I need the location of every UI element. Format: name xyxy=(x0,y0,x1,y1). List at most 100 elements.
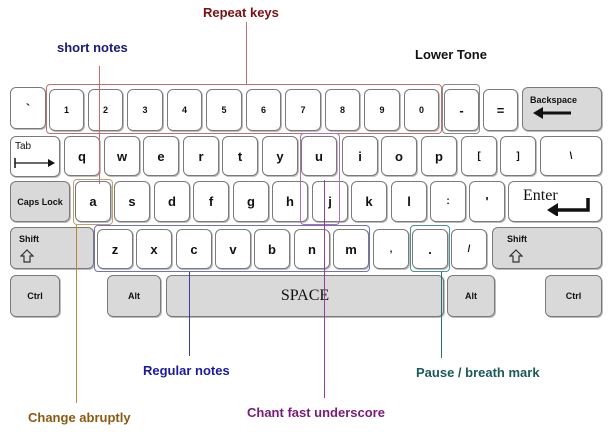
key-r[interactable]: r xyxy=(183,136,219,176)
key-f[interactable]: f xyxy=(193,181,229,222)
key-label: h xyxy=(286,194,294,209)
label-pause-breath-mark: Pause / breath mark xyxy=(416,365,540,380)
key-label: Caps Lock xyxy=(17,196,63,207)
key-alt-left[interactable]: Alt xyxy=(107,275,161,317)
key-label: ' xyxy=(485,194,489,209)
key-close-bracket[interactable]: ] xyxy=(500,136,536,176)
key-period[interactable]: . xyxy=(412,229,448,269)
key-label: n xyxy=(308,241,316,257)
key-comma[interactable]: , xyxy=(373,229,409,269)
key-h[interactable]: h xyxy=(272,181,308,222)
key-backtick[interactable]: ` xyxy=(10,87,46,129)
key-enter[interactable]: Enter xyxy=(508,181,602,222)
key-label: o xyxy=(395,148,403,164)
key-alt-right[interactable]: Alt xyxy=(447,275,495,317)
key-label: \ xyxy=(569,150,573,162)
label-regular-notes: Regular notes xyxy=(143,363,230,378)
key-open-bracket[interactable]: [ xyxy=(461,136,497,176)
key-label: Backspace xyxy=(530,95,578,105)
key-label: Tab xyxy=(15,141,32,152)
key-label: b xyxy=(268,241,276,257)
key-label: : xyxy=(446,196,450,207)
key-label: Alt xyxy=(465,291,477,301)
key-equals[interactable]: = xyxy=(483,89,518,131)
key-i[interactable]: i xyxy=(342,136,378,176)
key-label: Ctrl xyxy=(565,291,582,301)
key-c[interactable]: c xyxy=(176,229,212,269)
key-label: Shift xyxy=(507,234,527,244)
enter-arrow-icon xyxy=(547,198,590,216)
key-t[interactable]: t xyxy=(222,136,258,176)
key-q[interactable]: q xyxy=(64,136,100,176)
key-label: r xyxy=(198,148,204,164)
key-colon[interactable]: : xyxy=(430,181,466,222)
key-ctrl-left[interactable]: Ctrl xyxy=(10,275,60,317)
key-0[interactable]: 0 xyxy=(404,89,439,131)
key-label: Alt xyxy=(128,291,140,301)
key-z[interactable]: z xyxy=(97,229,133,269)
key-label: m xyxy=(345,241,357,257)
key-8[interactable]: 8 xyxy=(325,89,360,131)
key-3[interactable]: 3 xyxy=(127,89,163,131)
repeat-keys-leader xyxy=(246,22,247,84)
key-d[interactable]: d xyxy=(154,181,190,222)
key-apostrophe[interactable]: ' xyxy=(469,181,505,222)
key-1[interactable]: 1 xyxy=(49,89,84,131)
key-label: 1 xyxy=(63,105,69,115)
key-6[interactable]: 6 xyxy=(246,89,281,131)
key-space[interactable]: SPACE xyxy=(166,275,444,317)
key-shift-left[interactable]: Shift xyxy=(10,227,94,269)
key-4[interactable]: 4 xyxy=(167,89,202,131)
key-label: f xyxy=(208,194,214,209)
key-n[interactable]: n xyxy=(294,229,330,269)
key-y[interactable]: y xyxy=(262,136,298,176)
key-label: q xyxy=(78,148,86,164)
key-backspace[interactable]: Backspace xyxy=(522,87,602,131)
key-l[interactable]: l xyxy=(391,181,427,222)
key-v[interactable]: v xyxy=(215,229,251,269)
key-label: k xyxy=(365,194,373,209)
key-label: 7 xyxy=(300,105,306,115)
key-label: 6 xyxy=(260,105,266,115)
key-label: j xyxy=(328,194,332,209)
key-label: y xyxy=(276,148,284,164)
key-x[interactable]: x xyxy=(136,229,172,269)
key-label: SPACE xyxy=(280,287,330,304)
key-shift-right[interactable]: Shift xyxy=(492,227,602,269)
key-label: 2 xyxy=(102,105,108,115)
key-label: = xyxy=(496,102,505,118)
key-k[interactable]: k xyxy=(351,181,387,222)
key-minus[interactable]: - xyxy=(444,89,479,131)
key-g[interactable]: g xyxy=(233,181,269,222)
key-label: c xyxy=(190,241,198,257)
key-caps-lock[interactable]: Caps Lock xyxy=(10,181,70,222)
key-u[interactable]: u xyxy=(301,136,337,176)
key-7[interactable]: 7 xyxy=(285,89,321,131)
key-w[interactable]: w xyxy=(104,136,140,176)
key-a[interactable]: a xyxy=(75,181,111,222)
key-label: e xyxy=(157,148,165,164)
key-slash[interactable]: / xyxy=(451,229,487,269)
key-p[interactable]: p xyxy=(421,136,457,176)
key-2[interactable]: 2 xyxy=(88,89,123,131)
key-backslash[interactable]: \ xyxy=(540,136,602,176)
key-b[interactable]: b xyxy=(254,229,290,269)
key-m[interactable]: m xyxy=(333,229,369,269)
key-j[interactable]: j xyxy=(312,181,348,222)
key-o[interactable]: o xyxy=(381,136,417,176)
tab-arrow-icon xyxy=(14,158,55,168)
label-repeat-keys: Repeat keys xyxy=(203,5,279,20)
key-s[interactable]: s xyxy=(114,181,150,222)
key-label: l xyxy=(407,194,411,209)
key-e[interactable]: e xyxy=(143,136,179,176)
key-label: 4 xyxy=(181,105,187,115)
key-tab[interactable]: Tab xyxy=(10,136,60,177)
label-lower-tone: Lower Tone xyxy=(415,47,487,62)
key-9[interactable]: 9 xyxy=(364,89,400,131)
key-label: d xyxy=(168,194,176,209)
key-ctrl-right[interactable]: Ctrl xyxy=(545,275,602,317)
key-5[interactable]: 5 xyxy=(206,89,242,131)
key-label: 3 xyxy=(142,105,148,115)
key-label: Enter xyxy=(523,187,558,204)
key-label: / xyxy=(467,243,471,255)
